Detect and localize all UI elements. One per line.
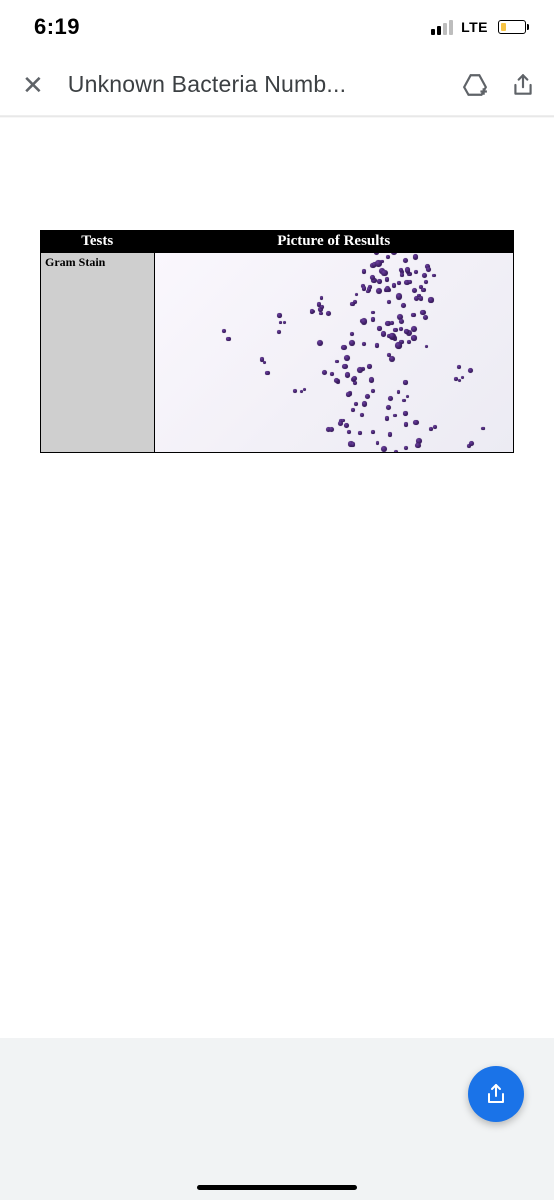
col-header-tests: Tests bbox=[41, 231, 155, 253]
cell-test-name: Gram Stain bbox=[41, 253, 155, 453]
page-title: Unknown Bacteria Numb... bbox=[68, 71, 442, 98]
status-time: 6:19 bbox=[34, 14, 80, 40]
document-page: Tests Picture of Results Gram Stain bbox=[40, 230, 514, 453]
signal-icon bbox=[431, 20, 453, 35]
network-label: LTE bbox=[461, 19, 488, 35]
results-table: Tests Picture of Results Gram Stain bbox=[40, 230, 514, 453]
cell-microscopy-image bbox=[154, 253, 513, 453]
close-icon[interactable]: ✕ bbox=[16, 66, 50, 104]
document-viewport[interactable]: Tests Picture of Results Gram Stain bbox=[0, 118, 554, 998]
microscopy-render bbox=[155, 253, 513, 452]
phone-screen: 6:19 LTE ✕ Unknown Bacteria Numb... bbox=[0, 0, 554, 1200]
table-header-row: Tests Picture of Results bbox=[41, 231, 514, 253]
battery-icon bbox=[498, 20, 526, 34]
table-row: Gram Stain bbox=[41, 253, 514, 453]
bottom-bar bbox=[0, 1038, 554, 1200]
status-bar: 6:19 LTE bbox=[0, 0, 554, 54]
app-header: ✕ Unknown Bacteria Numb... bbox=[0, 54, 554, 116]
add-to-drive-icon[interactable] bbox=[460, 70, 490, 100]
col-header-picture: Picture of Results bbox=[154, 231, 513, 253]
share-icon[interactable] bbox=[508, 70, 538, 100]
home-indicator[interactable] bbox=[197, 1185, 357, 1190]
status-right: LTE bbox=[431, 19, 526, 35]
share-fab[interactable] bbox=[468, 1066, 524, 1122]
